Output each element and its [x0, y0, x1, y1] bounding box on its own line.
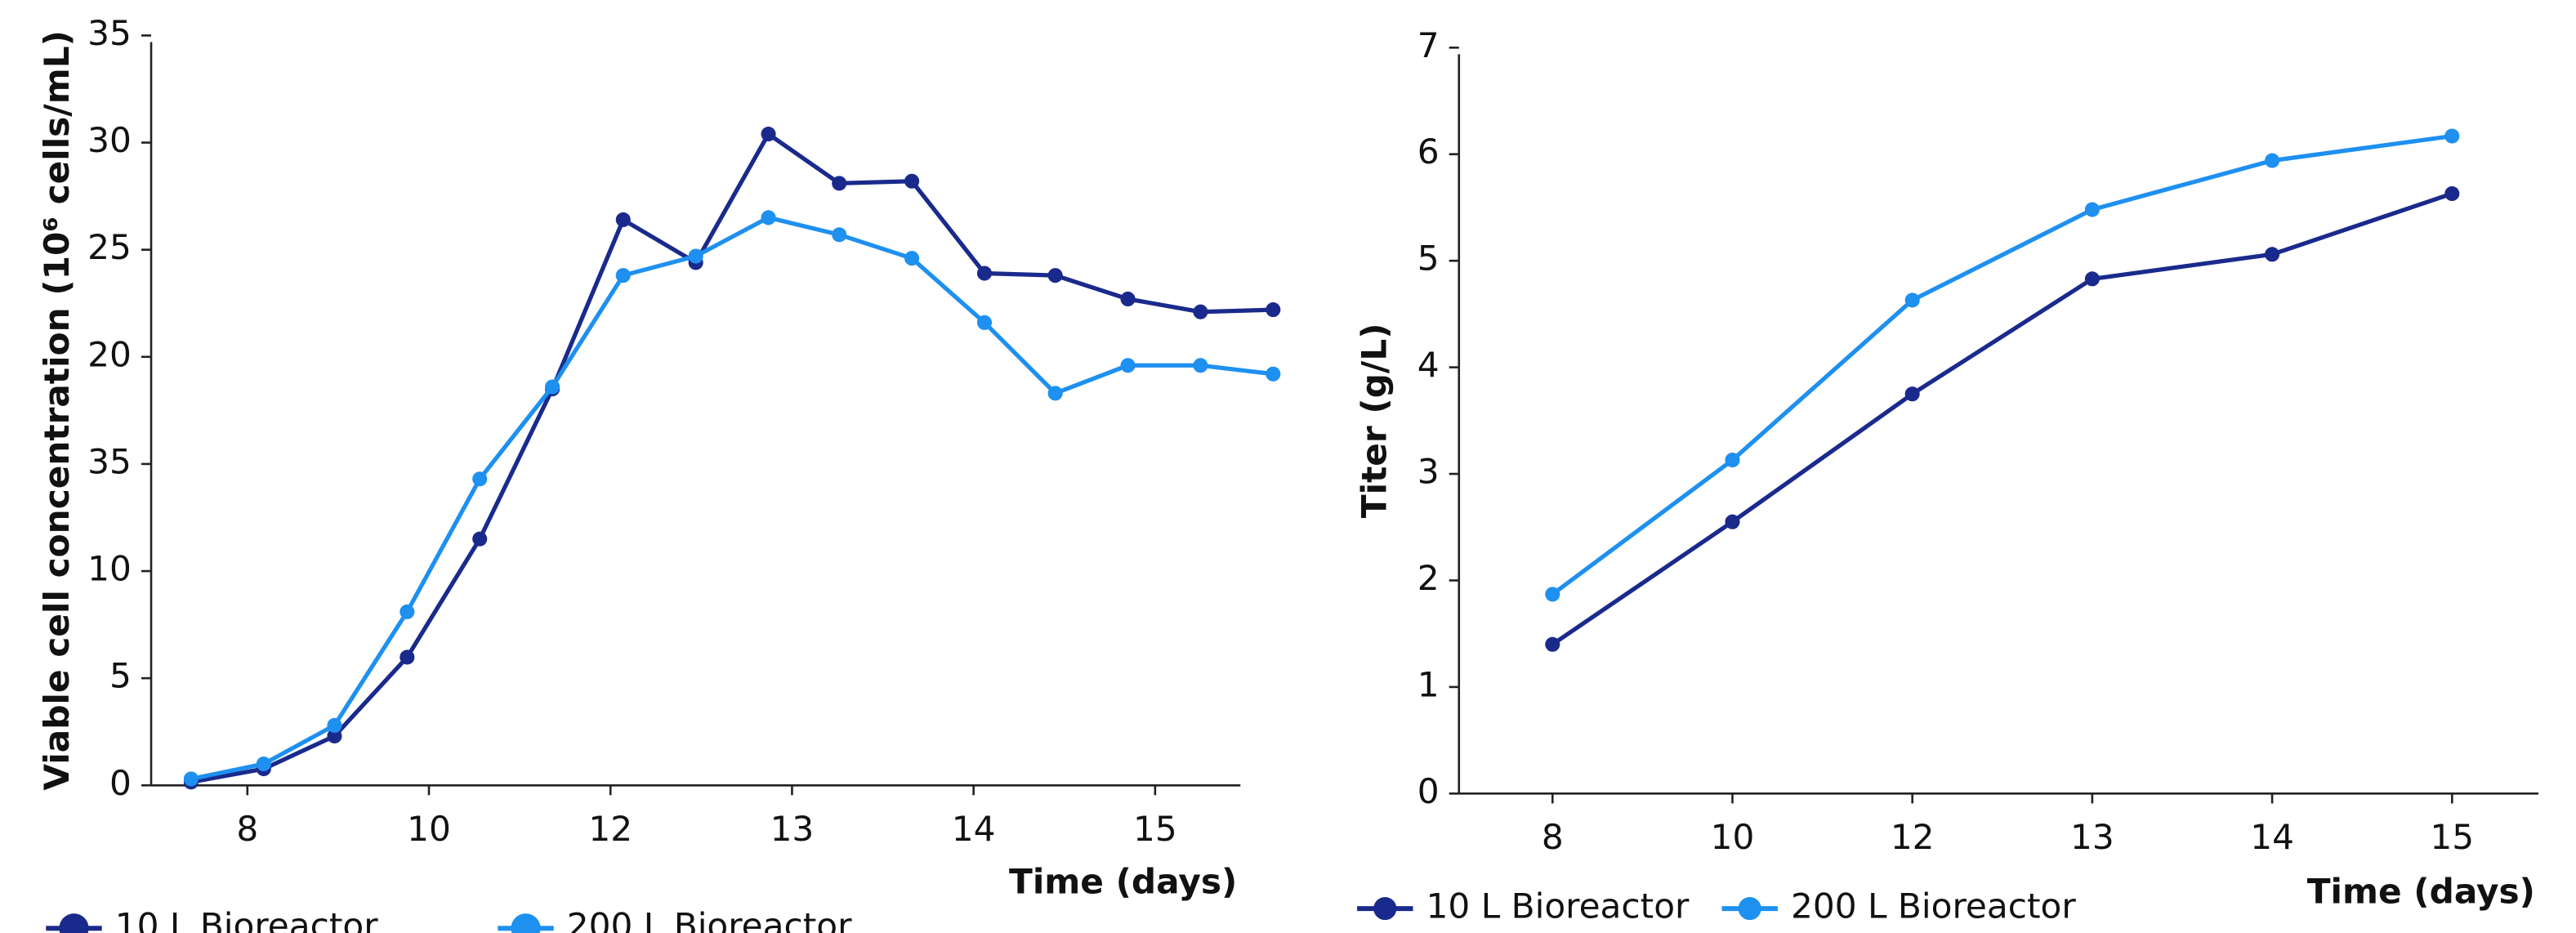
data-point	[1120, 358, 1136, 373]
data-point	[615, 212, 631, 228]
y-tick-label: 25	[87, 227, 132, 267]
y-tick-label: 30	[87, 120, 132, 160]
x-tick-label: 14	[2250, 817, 2294, 857]
x-tick-label: 12	[1891, 817, 1935, 857]
data-point	[183, 771, 199, 787]
data-point	[1193, 358, 1208, 373]
data-point	[2444, 185, 2460, 202]
data-point	[327, 728, 342, 743]
x-axis-label: Time (days)	[1009, 861, 1237, 901]
legend-marker	[511, 913, 541, 933]
y-tick-label: 0	[1417, 771, 1440, 811]
data-point	[2084, 202, 2100, 217]
data-point	[615, 268, 631, 283]
y-axis-label: Viable cell concentration (10⁶ cells/mL)	[37, 30, 77, 791]
series-line	[190, 215, 1274, 781]
data-point	[688, 248, 703, 264]
x-axis-label: Time (days)	[2307, 871, 2535, 911]
data-point	[1120, 291, 1136, 307]
y-tick-label: 3	[1417, 452, 1440, 492]
data-point	[472, 471, 488, 487]
y-tick-label: 2	[1417, 558, 1440, 598]
legend-marker	[1738, 897, 1761, 921]
y-tick-label: 35	[87, 13, 132, 53]
data-point	[1193, 304, 1208, 319]
data-point	[761, 210, 776, 225]
series-line	[1551, 133, 2453, 596]
legend-marker	[59, 913, 89, 933]
y-tick-label: 4	[1417, 345, 1440, 385]
data-point	[832, 227, 847, 243]
y-tick-label: 6	[1417, 132, 1440, 172]
series-line	[1551, 191, 2453, 646]
data-point	[256, 756, 271, 772]
y-tick-label: 7	[1417, 25, 1440, 65]
x-tick-label: 10	[1711, 817, 1755, 857]
data-point	[2265, 153, 2280, 168]
legend-label: 10 L Bioreactor	[1426, 886, 1690, 926]
x-tick-label: 13	[2070, 817, 2114, 857]
y-tick-label: 35	[87, 441, 132, 481]
data-point	[1725, 453, 1740, 468]
legend-label: 10 L Bioreactor	[115, 906, 378, 933]
data-point	[1904, 386, 1920, 402]
data-point	[472, 531, 488, 547]
x-tick-label: 8	[236, 809, 258, 849]
data-point	[904, 173, 920, 189]
y-tick-label: 10	[87, 549, 132, 589]
data-point	[1725, 514, 1740, 529]
data-point	[400, 650, 415, 665]
x-tick-label: 14	[952, 809, 996, 849]
data-point	[976, 266, 993, 281]
data-point	[1047, 386, 1063, 401]
data-point	[545, 379, 560, 395]
y-tick-label: 5	[1417, 239, 1440, 279]
x-tick-label: 13	[770, 809, 815, 849]
data-point	[761, 127, 776, 142]
x-tick-label: 15	[2430, 817, 2474, 857]
data-point	[2084, 271, 2100, 287]
data-point	[1266, 366, 1281, 382]
legend-label: 200 L Bioreactor	[1791, 886, 2076, 926]
data-point	[1904, 292, 1920, 308]
y-tick-label: 20	[87, 334, 132, 374]
data-point	[2265, 247, 2280, 262]
data-point	[1545, 636, 1560, 652]
data-point	[1545, 587, 1560, 602]
data-point	[2444, 128, 2460, 144]
x-tick-label: 12	[588, 809, 632, 849]
x-tick-label: 8	[1542, 817, 1564, 857]
data-point	[904, 251, 920, 266]
x-tick-label: 15	[1133, 809, 1177, 849]
y-tick-label: 0	[109, 763, 132, 803]
data-point	[832, 176, 847, 191]
legend-marker	[1373, 897, 1397, 921]
legend-label: 200 L Bioreactor	[567, 906, 852, 933]
y-axis-label: Titer (g/L)	[1355, 323, 1395, 518]
data-point	[976, 315, 993, 330]
y-tick-label: 1	[1417, 664, 1440, 704]
data-point	[1047, 268, 1063, 283]
x-tick-label: 10	[407, 809, 451, 849]
series-line	[190, 131, 1274, 784]
data-point	[400, 604, 415, 619]
data-point	[327, 717, 342, 733]
data-point	[1266, 302, 1281, 318]
y-tick-label: 5	[109, 656, 132, 696]
